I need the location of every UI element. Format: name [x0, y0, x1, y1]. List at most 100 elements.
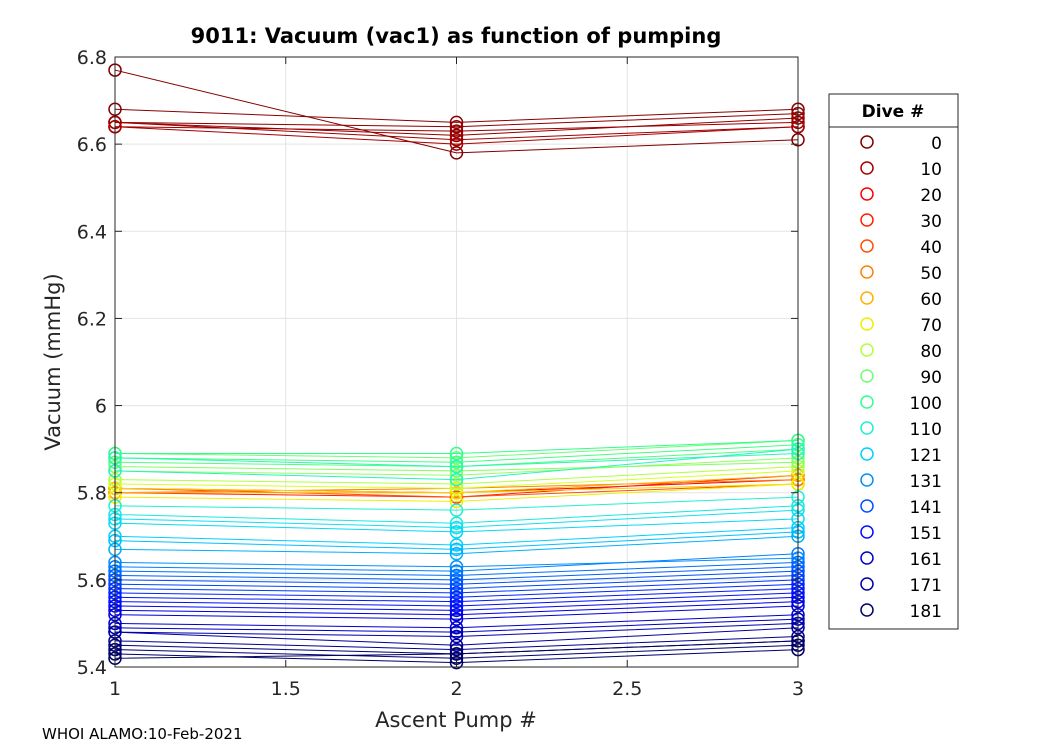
data-point — [449, 590, 464, 605]
legend-marker — [860, 291, 874, 305]
series-line — [114, 444, 799, 463]
y-tick-label: 5.6 — [77, 570, 107, 592]
legend-marker — [860, 265, 874, 279]
legend-label: 161 — [910, 550, 942, 570]
data-point — [449, 459, 464, 474]
data-point — [449, 137, 464, 151]
legend-marker — [860, 447, 874, 461]
data-point — [449, 472, 464, 487]
series-line — [114, 483, 799, 494]
legend-label: 110 — [910, 420, 942, 440]
legend-marker — [860, 343, 874, 357]
data-point — [449, 494, 464, 509]
x-tick-label: 1 — [109, 678, 121, 700]
legend-label: 181 — [910, 602, 942, 622]
series-line — [114, 466, 799, 485]
series-line — [114, 117, 799, 136]
data-point — [449, 520, 464, 535]
data-point — [449, 586, 464, 600]
data-point — [449, 128, 464, 143]
series-line — [114, 453, 799, 468]
series-line — [114, 596, 799, 611]
series-line — [114, 622, 799, 638]
legend-marker — [860, 213, 874, 227]
data-point — [449, 525, 464, 539]
legend-label: 20 — [920, 186, 942, 206]
data-point — [449, 568, 464, 583]
series-line — [114, 579, 799, 594]
data-point — [449, 146, 464, 160]
series-line — [114, 113, 799, 128]
series-line — [114, 69, 799, 154]
series-line — [114, 605, 799, 620]
series-line — [114, 505, 799, 524]
data-point — [449, 581, 464, 596]
data-point — [449, 647, 464, 661]
y-tick-label: 6.2 — [77, 308, 107, 330]
series-line — [114, 509, 799, 529]
legend-marker — [860, 187, 874, 201]
y-tick-label: 5.8 — [77, 483, 107, 505]
x-tick-label: 2 — [450, 678, 462, 700]
legend-marker — [860, 317, 874, 331]
x-axis-title: Ascent Pump # — [375, 708, 537, 732]
data-point — [449, 607, 464, 622]
legend-marker — [860, 551, 874, 565]
y-tick-label: 6.4 — [77, 221, 107, 243]
data-point — [449, 621, 464, 635]
y-axis-title: Vacuum (mmHg) — [41, 273, 65, 450]
data-point — [449, 451, 464, 465]
legend-label: 151 — [910, 524, 942, 544]
legend-label: 141 — [910, 498, 942, 518]
data-point — [449, 477, 464, 491]
legend-label: 80 — [920, 342, 942, 362]
data-point — [449, 560, 464, 574]
data-point — [449, 124, 464, 138]
legend-entries: 0 10 20 30 40 50 60 70 80 90 100 110 121 131 141 151 161… — [860, 134, 942, 622]
series-line — [114, 439, 799, 459]
series-line — [114, 601, 799, 616]
legend-marker — [860, 499, 874, 513]
series-line — [114, 636, 799, 651]
series-line — [114, 570, 799, 585]
x-tick-label: 2.5 — [612, 678, 642, 700]
x-axis-ticks: 1 1.5 2 2.5 3 — [109, 57, 804, 700]
series-line — [114, 121, 799, 141]
y-tick-label: 6.6 — [77, 134, 107, 156]
data-point — [449, 455, 464, 469]
legend-title: Dive # — [862, 102, 925, 122]
series-line — [114, 640, 799, 659]
legend-label: 90 — [920, 368, 942, 388]
legend-label: 30 — [920, 212, 942, 232]
footer-caption: WHOI ALAMO:10-Feb-2021 — [42, 725, 243, 743]
legend-marker — [860, 421, 874, 435]
data-point — [449, 490, 464, 504]
data-point — [449, 119, 464, 134]
series-line — [115, 439, 799, 454]
series-line — [114, 531, 799, 550]
data-point — [449, 564, 464, 578]
legend-marker — [860, 239, 874, 253]
y-tick-label: 6 — [95, 396, 107, 418]
data-point — [449, 516, 464, 530]
data-point — [449, 538, 464, 552]
data-point — [449, 468, 464, 483]
data-point — [449, 133, 464, 147]
series-line — [114, 618, 799, 633]
series-line — [114, 470, 799, 489]
series-line — [114, 553, 799, 572]
data-point — [449, 594, 464, 609]
legend-marker — [860, 369, 874, 383]
x-tick-label: 1.5 — [271, 678, 301, 700]
data-point — [449, 503, 464, 517]
series-line — [114, 588, 799, 603]
chart-title: 9011: Vacuum (vac1) as function of pumpi… — [191, 24, 722, 48]
series-line — [114, 457, 799, 476]
data-point — [449, 625, 464, 639]
data-point — [449, 546, 464, 561]
series-line — [114, 518, 799, 533]
legend-label: 40 — [920, 238, 942, 258]
y-tick-label: 5.4 — [77, 657, 107, 679]
data-point — [449, 485, 464, 500]
data-point — [449, 577, 464, 591]
